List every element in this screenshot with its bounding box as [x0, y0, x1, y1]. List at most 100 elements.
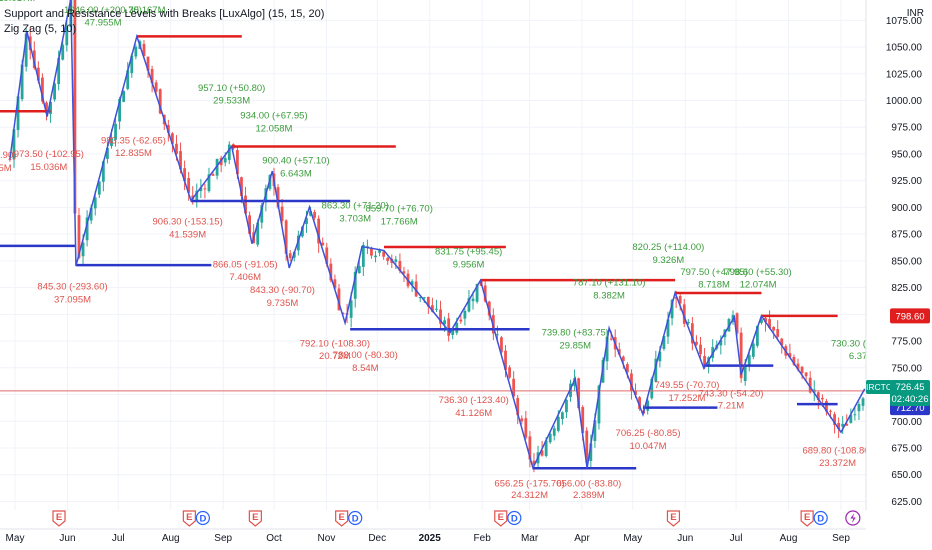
candle-body — [735, 313, 739, 334]
candle-body — [175, 143, 178, 155]
candle-body — [85, 217, 89, 241]
candle-body — [284, 220, 288, 254]
candle-body — [544, 440, 548, 456]
candle-body — [690, 323, 694, 344]
candle-body — [305, 217, 308, 225]
x-axis-ticks: May Jun Jul Aug Sep Oct Nov Dec 2025 Feb Mar Apr May… — [6, 533, 851, 544]
dividend-icon — [348, 510, 363, 526]
y-tick-label: 650.00 — [891, 470, 922, 481]
candle-body — [8, 158, 12, 160]
earnings-icon — [335, 510, 349, 527]
candle-body — [825, 401, 828, 412]
zigzag-label: 843.30 (-90.70) — [250, 285, 315, 296]
y-tick-label: 875.00 — [891, 230, 922, 241]
zigzag-label: 19.017M — [0, 0, 35, 4]
dividend-icon — [813, 510, 828, 526]
candle-body — [650, 378, 654, 399]
candle-body — [398, 260, 402, 271]
earnings-icon — [666, 510, 681, 527]
dividend-icon-glyph: D — [817, 513, 824, 524]
candle-body — [73, 0, 77, 214]
zigzag-label: 9.326M — [653, 255, 685, 266]
candle-body — [605, 336, 609, 362]
candle-body — [532, 460, 536, 465]
candle-body — [666, 319, 670, 337]
candle-body — [426, 296, 430, 307]
dividend-icon — [195, 510, 210, 526]
zigzag-annotations: 19.017M 1046.00 (+200.70) 47.955M 35.167M 95… — [0, 0, 898, 501]
zigzag-label: 29.85M — [559, 341, 591, 352]
candle-body — [223, 157, 227, 163]
candle-body — [447, 318, 451, 336]
y-tick-label: 950.00 — [891, 149, 922, 160]
candle-body — [244, 195, 247, 214]
candle-body — [459, 319, 463, 322]
candle-body — [630, 373, 633, 391]
candle-body — [755, 325, 759, 346]
candle-body — [751, 343, 755, 357]
candle-body — [646, 400, 650, 411]
candle-body — [654, 358, 658, 382]
candle-body — [154, 82, 158, 92]
candle-body — [16, 96, 20, 130]
candle-body — [760, 319, 763, 323]
candle-body — [471, 298, 475, 302]
zigzag-label: 859.70 (+76.70) — [366, 204, 433, 215]
candle-body — [130, 55, 134, 74]
candle-body — [353, 271, 357, 299]
zigzag-label: 20.72M — [319, 351, 351, 362]
zigzag-label: 23.372M — [819, 458, 856, 469]
x-tick-label: Apr — [574, 533, 590, 544]
candle-body — [288, 253, 292, 259]
y-tick-label: 700.00 — [891, 417, 922, 428]
zigzag-label: 739.80 (+83.75) — [542, 328, 609, 339]
grid-lines — [0, 0, 866, 510]
x-tick-label: Sep — [832, 533, 850, 544]
candle-body — [483, 285, 487, 302]
zigzag-label: 24.312M — [511, 490, 548, 501]
zigzag-label: 17.252M — [668, 393, 705, 404]
candle-body — [739, 332, 743, 379]
indicator-title-sr[interactable]: Support and Resistance Levels with Break… — [4, 8, 325, 20]
candle-body — [126, 70, 130, 89]
candle-body — [764, 317, 767, 323]
dividend-icon-glyph: D — [199, 513, 206, 524]
x-tick-label: Nov — [318, 533, 336, 544]
zigzag-label: 47.955M — [85, 18, 122, 29]
candle-body — [110, 137, 113, 147]
candle-body — [93, 197, 97, 209]
candle-body — [114, 123, 117, 140]
zigzag-label: 749.55 (-70.70) — [654, 380, 719, 391]
symbol-badge-box — [866, 379, 892, 394]
candle-body — [861, 398, 865, 406]
candle-body — [548, 433, 552, 443]
candle-body — [857, 404, 861, 412]
earnings-icon — [494, 510, 508, 527]
earnings-icon-glyph: E — [56, 512, 62, 523]
candle-body — [487, 301, 491, 316]
candle-body — [833, 414, 836, 426]
candle-body — [617, 349, 621, 355]
candle-body — [333, 279, 337, 289]
candle-body — [634, 390, 637, 395]
candle-body — [451, 330, 455, 335]
candle-body — [207, 174, 211, 192]
candle-body — [418, 297, 422, 299]
indicator-title-zigzag[interactable]: Zig Zag (5, 10) — [4, 23, 77, 35]
zigzag-label: 12.835M — [115, 148, 152, 159]
dividend-icon — [507, 510, 522, 526]
x-tick-label: Mar — [521, 533, 539, 544]
x-tick-label: Dec — [368, 533, 386, 544]
zigzag-label: 35.167M — [129, 5, 166, 16]
earnings-icon — [800, 510, 814, 527]
zigzag-label: 787.10 (+131.10) — [573, 277, 646, 288]
dividend-icon-glyph: D — [511, 513, 518, 524]
y-tick-label: 1050.00 — [886, 43, 923, 54]
candle-body — [520, 418, 524, 422]
earnings-icon-glyph: E — [804, 512, 810, 523]
candle-body — [625, 364, 629, 373]
candle-body — [524, 418, 528, 438]
symbol-badge-label: IRCTC — [866, 382, 892, 392]
